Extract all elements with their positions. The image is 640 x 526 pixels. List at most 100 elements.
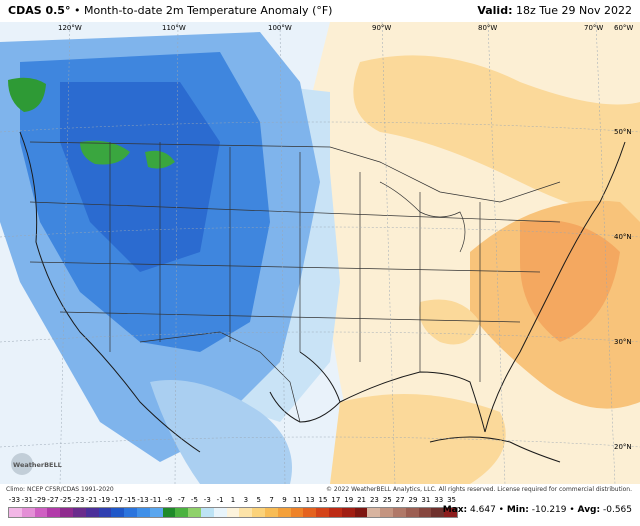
product-name: Month-to-date 2m Temperature Anomaly (°F… [83,4,333,17]
colorbar-label: -5 [190,496,198,504]
colorbar-swatch [264,508,278,517]
colorbar-label: -33 [8,496,21,504]
cold-anomaly-deep [60,82,220,272]
colorbar-swatch [200,508,214,517]
colorbar-swatch [60,508,73,517]
lon-label: 70°W [584,24,603,32]
lon-label: 100°W [268,24,292,32]
climo-credit: Climo: NCEP CFSR/CDAS 1991-2020 [6,486,114,493]
colorbar-swatch [175,508,189,517]
texas-coast-line [269,351,341,423]
title-separator: • [73,4,81,17]
colorbar-swatch [136,508,150,517]
valid-time: Valid: 18z Tue 29 Nov 2022 [477,4,632,17]
valid-time-value: 18z Tue 29 Nov 2022 [515,4,632,17]
colorbar-swatch [277,508,291,517]
colorbar-labels: -33 -31 -29 -27 -25 -23 -21 -19 -17 -15 -13 -11 -9 -7… [8,496,458,506]
colorbar-label: -1 [216,496,224,504]
avg-label: Avg: [577,505,601,515]
colorbar-label: 7 [269,496,274,504]
colorbar-swatch [418,508,432,517]
colorbar-label: -15 [124,496,136,504]
colorbar-label: -31 [21,496,33,504]
lat-label: 50°N [614,128,632,136]
map-stats: Max: 4.647 • Min: -10.219 • Avg: -0.565 [442,505,632,515]
colorbar-label: 31 [421,496,431,504]
colorbar-swatch [380,508,393,517]
avg-value: -0.565 [602,505,632,515]
lat-label: 20°N [614,443,632,451]
colorbar-swatch [149,508,163,517]
lon-label: 110°W [162,24,186,32]
state-borders-horizontal [29,201,561,323]
gulf-coast-line [339,371,486,433]
lon-label: 80°W [478,24,497,32]
colorbar-label: -27 [47,496,59,504]
colorbar-label: 11 [292,496,302,504]
colorbar-label: -11 [150,496,162,504]
colorbar-label: 33 [434,496,444,504]
valid-label: Valid: [477,4,513,17]
colorbar-label: 19 [344,496,354,504]
svg-text:WeatherBELL: WeatherBELL [13,461,62,469]
west-coast-line [19,131,201,453]
colorbar-label: 1 [230,496,236,504]
lon-label: 120°W [58,24,82,32]
colorbar-swatch [98,508,112,517]
colorbar-label: 5 [256,496,261,504]
extreme-cold-spot-montana [80,140,130,165]
colorbar-swatch [213,508,227,517]
lat-label: 40°N [614,233,632,241]
colorbar-label: 29 [408,496,418,504]
political-borders [29,141,561,423]
min-label: Min: [506,505,529,515]
colorbar-label: 17 [331,496,341,504]
parallels [0,121,640,448]
colorbar-label: -7 [178,496,186,504]
coastlines [19,131,626,463]
colorbar [8,507,458,518]
colorbar-swatch [47,508,61,517]
colorbar-swatch [392,508,406,517]
copyright-credit: © 2022 WeatherBELL Analytics, LLC. All r… [326,486,632,493]
colorbar-swatch [303,508,317,517]
state-borders [109,142,481,382]
map-header: CDAS 0.5° • Month-to-date 2m Temperature… [0,0,640,22]
colorbar-swatch [34,508,48,517]
colorbar-label: -3 [203,496,211,504]
colorbar-label: 13 [305,496,315,504]
colorbar-swatch [328,508,342,517]
colorbar-label: 27 [395,496,405,504]
colorbar-label: 15 [318,496,328,504]
max-label: Max: [442,505,468,515]
colorbar-label: 23 [369,496,379,504]
colorbar-swatch [85,508,99,517]
colorbar-label: -9 [165,496,173,504]
colorbar-label: 9 [282,496,287,504]
warm-anomaly-gulf [330,394,506,484]
colorbar-label: -13 [137,496,149,504]
cool-anomaly-mexico [150,380,292,484]
colorbar-label: 3 [243,496,249,504]
cuba-line [429,436,561,463]
colorbar-swatch [431,508,445,517]
colorbar-label: 35 [447,496,457,504]
colorbar-label: -17 [111,496,123,504]
warm-anomaly-atlantic [520,220,620,342]
temperature-anomaly-map: 120°W 110°W 100°W 90°W 80°W 70°W 60°W 50… [0,22,640,484]
longitude-labels: 120°W 110°W 100°W 90°W 80°W 70°W 60°W [58,24,633,32]
colorbar-label: -25 [60,496,72,504]
weatherbell-logo: WeatherBELL [11,453,62,475]
colorbar-label: -19 [98,496,111,504]
lon-label: 90°W [372,24,391,32]
colorbar-label: -21 [85,496,98,504]
us-canada-border [29,141,561,203]
colorbar-swatch [124,508,137,517]
colorbar-swatch [9,508,22,517]
colorbar-swatch [316,508,329,517]
lat-label: 30°N [614,338,632,346]
warm-anomaly-southeast-us [419,299,480,345]
lon-label: 60°W [614,24,633,32]
colorbar-swatch [367,508,381,517]
colorbar-swatch [72,508,86,517]
